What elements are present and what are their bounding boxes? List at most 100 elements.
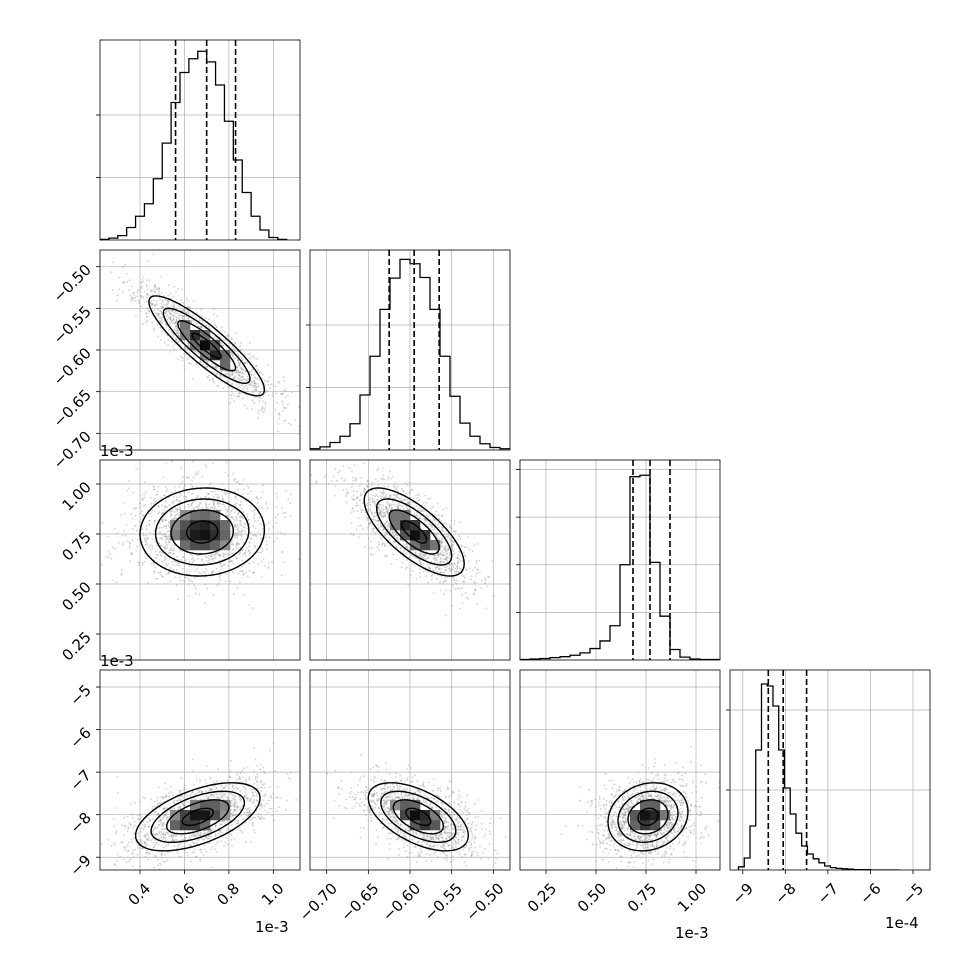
sample-point (150, 290, 152, 293)
sample-point (213, 308, 216, 311)
sample-point (243, 378, 246, 381)
sample-point (160, 316, 163, 319)
sample-point (160, 857, 163, 859)
sample-point (165, 304, 168, 307)
sample-point (241, 529, 244, 532)
sample-point (431, 516, 434, 518)
sample-point (234, 332, 237, 335)
sample-point (420, 552, 423, 555)
sample-point (209, 789, 212, 791)
sample-point (148, 524, 151, 527)
sample-point (162, 807, 165, 810)
sample-point (266, 507, 269, 510)
sample-point (440, 571, 443, 574)
sample-point (395, 819, 397, 822)
sample-point (275, 392, 278, 395)
sample-point (219, 829, 222, 832)
sample-point (440, 540, 443, 542)
sample-point (267, 566, 270, 568)
sample-point (115, 832, 117, 835)
sample-point (238, 522, 241, 525)
sample-point (253, 381, 256, 384)
sample-point (225, 508, 227, 511)
sample-point (188, 362, 190, 365)
sample-point (380, 525, 383, 528)
sample-point (373, 502, 376, 505)
sample-point (120, 841, 122, 844)
sample-point (184, 800, 187, 803)
sample-point (227, 474, 230, 477)
sample-point (175, 338, 178, 341)
sample-point (399, 823, 402, 826)
sample-point (458, 853, 461, 856)
sample-point (397, 506, 400, 509)
sample-point (225, 791, 228, 794)
sample-point (162, 512, 165, 514)
sample-point (175, 320, 178, 323)
sample-point (209, 327, 211, 330)
sample-point (237, 365, 240, 367)
sample-point (234, 496, 237, 498)
sample-point (140, 518, 143, 521)
sample-point (419, 561, 421, 564)
sample-point (206, 376, 209, 379)
sample-point (200, 326, 203, 329)
sample-point (371, 481, 374, 484)
sample-point (152, 564, 155, 567)
sample-point (458, 535, 461, 537)
sample-point (434, 556, 436, 559)
sample-point (151, 807, 154, 810)
sample-point (171, 808, 173, 811)
sample-point (399, 508, 401, 511)
sample-point (455, 842, 458, 845)
sample-point (187, 504, 190, 506)
sample-point (280, 393, 282, 396)
sample-point (463, 580, 466, 583)
sample-point (385, 800, 388, 803)
sample-point (446, 834, 449, 837)
sample-point (475, 561, 478, 564)
sample-point (253, 747, 256, 750)
sample-point (139, 309, 142, 312)
sample-point (341, 787, 343, 790)
sample-point (192, 460, 195, 463)
sample-point (173, 486, 176, 489)
sample-point (449, 540, 452, 543)
sample-point (386, 520, 389, 523)
sample-point (355, 497, 358, 499)
sample-point (234, 814, 237, 816)
sample-point (381, 529, 384, 531)
sample-point (469, 578, 472, 581)
sample-point (147, 536, 149, 539)
sample-point (190, 492, 193, 495)
sample-point (182, 476, 184, 479)
sample-point (244, 791, 247, 793)
sample-point (253, 384, 256, 387)
sample-point (418, 507, 421, 510)
sample-point (459, 825, 461, 828)
sample-point (442, 593, 445, 596)
sample-point (145, 490, 148, 493)
sample-point (161, 504, 164, 507)
sample-point (165, 490, 168, 493)
sample-point (172, 552, 174, 555)
sample-point (227, 335, 230, 337)
sample-point (420, 510, 423, 513)
sample-point (327, 483, 330, 485)
sample-point (233, 511, 236, 514)
sample-point (170, 309, 173, 312)
sample-point (159, 818, 162, 821)
sample-point (232, 548, 234, 551)
sample-point (387, 485, 390, 488)
sample-point (441, 550, 443, 552)
density-bin (210, 530, 221, 541)
sample-point (203, 829, 206, 832)
sample-point (142, 534, 145, 537)
sample-point (231, 516, 234, 519)
sample-point (173, 304, 176, 307)
sample-point (232, 811, 235, 813)
sample-point (137, 847, 139, 849)
sample-point (286, 773, 289, 776)
sample-point (399, 497, 402, 500)
sample-point (453, 552, 455, 555)
